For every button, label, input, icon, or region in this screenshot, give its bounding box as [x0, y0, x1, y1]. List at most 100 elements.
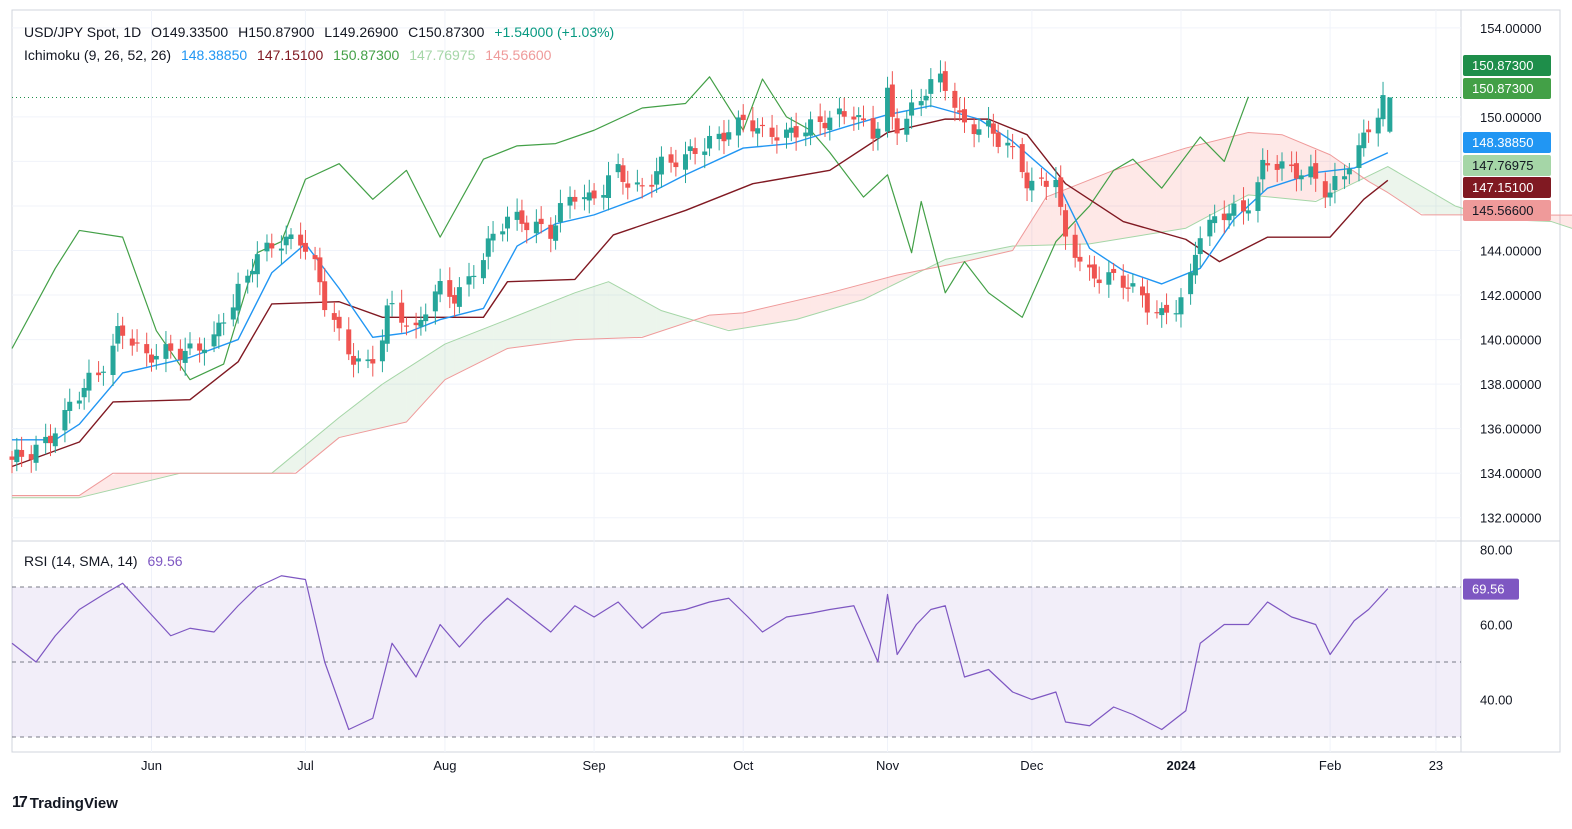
candle-body [1087, 264, 1093, 268]
price-legend: USD/JPY Spot, 1D O149.33500 H150.87900 L… [24, 24, 620, 40]
cloud-segment [473, 328, 484, 366]
candle-body [889, 84, 895, 117]
candle-body [649, 184, 655, 187]
candle-body [1356, 145, 1362, 168]
candle-body [447, 280, 453, 297]
candle-body [572, 196, 578, 202]
candle-body [86, 372, 92, 391]
candle-body [384, 305, 390, 344]
last-candle-body [1387, 97, 1393, 132]
candle-body [500, 231, 506, 235]
cloud-segment [1166, 151, 1177, 232]
candle-body [692, 148, 698, 154]
candle-body [129, 338, 135, 346]
cloud-segment [1416, 183, 1427, 215]
ohlc-close: C150.87300 [408, 24, 485, 40]
x-tick-label: Aug [433, 758, 456, 773]
cloud-segment [69, 495, 80, 498]
x-tick-label: 23 [1429, 758, 1443, 773]
candle-body [524, 222, 530, 231]
candle-body [480, 260, 486, 279]
candle-body [851, 116, 857, 120]
rsi-y-tick-label: 40.00 [1480, 693, 1513, 708]
candle-body [389, 303, 395, 305]
cloud-segment [752, 308, 763, 327]
price-tag-label: 150.87300 [1472, 81, 1533, 96]
candle-body [163, 344, 169, 359]
cloud-segment [21, 495, 32, 498]
price-tag-box [1463, 78, 1551, 99]
cloud-segment [598, 281, 609, 339]
cloud-segment [521, 309, 532, 347]
candle-body [312, 255, 318, 260]
candle-body [909, 102, 915, 116]
cloud-segment [714, 314, 724, 330]
cloud-segment [1445, 200, 1456, 215]
cloud-segment [1233, 133, 1244, 203]
candle-body [254, 254, 260, 275]
candle-body [197, 343, 203, 351]
cloud-segment [1253, 132, 1263, 197]
ichimoku-name: Ichimoku (9, 26, 52, 26) [24, 47, 172, 63]
cloud-segment [1022, 219, 1032, 246]
candle-body [1293, 163, 1299, 179]
cloud-segment [849, 285, 859, 304]
candle-body [134, 342, 140, 344]
candle-body [1130, 283, 1136, 287]
candle-body [726, 132, 732, 140]
candle-body [836, 108, 842, 115]
candle-body [490, 233, 496, 241]
candle-body [625, 183, 631, 188]
cloud-segment [550, 298, 561, 343]
cloud-segment [435, 344, 445, 391]
price-tag-box [1463, 200, 1551, 221]
candle-body [1241, 200, 1247, 212]
cloud-segment [791, 299, 801, 321]
candle-body [452, 295, 458, 304]
cloud-segment [858, 282, 869, 301]
candle-body [1043, 180, 1049, 187]
candle-body [437, 281, 443, 295]
candle-body [216, 322, 222, 337]
candle-body [269, 243, 275, 249]
cloud-segment [310, 433, 320, 462]
candle-body [201, 349, 207, 354]
candle-body [875, 128, 881, 139]
candle-body [403, 325, 409, 327]
cloud-segment [570, 291, 580, 341]
cloud-segment [406, 362, 417, 422]
candle-body [19, 449, 25, 457]
candle-body [1289, 164, 1295, 167]
candle-body [870, 118, 876, 139]
candle-body [971, 124, 977, 135]
candle-body [1164, 304, 1170, 313]
candle-body [336, 316, 342, 329]
candle-body [100, 371, 106, 373]
candle-body [351, 355, 357, 365]
candle-body [283, 236, 289, 246]
candle-body [52, 433, 58, 447]
senkou-span-a-line [12, 166, 1572, 499]
cloud-segment [627, 292, 638, 338]
x-tick-label: Oct [733, 758, 754, 773]
candle-body [606, 175, 612, 198]
candle-body [466, 276, 472, 285]
cloud-segment [339, 410, 349, 438]
candle-body [1346, 168, 1352, 175]
candle-body [76, 400, 82, 404]
candle-body [43, 436, 49, 444]
y-tick-label: 142.00000 [1480, 288, 1541, 303]
cloud-segment [416, 356, 426, 412]
cloud-segment [1407, 177, 1417, 212]
candle-body [937, 73, 943, 83]
cloud-segment [579, 288, 590, 340]
candle-body [1111, 268, 1117, 273]
candle-body [581, 197, 587, 200]
candle-body [1265, 163, 1271, 166]
candle-body [759, 124, 765, 127]
candle-body [81, 387, 87, 398]
ohlc-open: O149.33500 [151, 24, 229, 40]
candle-body [144, 344, 150, 354]
cloud-segment [704, 314, 715, 327]
